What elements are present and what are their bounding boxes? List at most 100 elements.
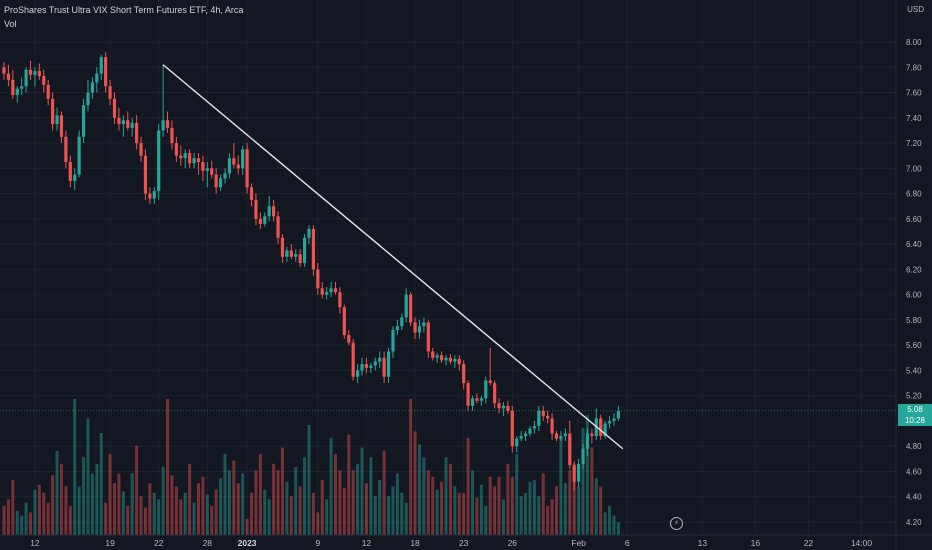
candle-body: [325, 292, 329, 295]
time-tick-label: 19: [105, 538, 115, 548]
volume-bar: [59, 463, 63, 535]
candle-body: [316, 269, 320, 289]
volume-bar: [528, 481, 532, 535]
volume-bar: [201, 476, 205, 535]
time-tick-label: 14:00: [851, 538, 873, 548]
candle-body: [135, 122, 139, 144]
candle-body: [90, 82, 94, 93]
candle-body: [581, 448, 585, 464]
volume-bar: [82, 457, 86, 535]
candle-body: [130, 122, 134, 128]
volume-bar: [236, 483, 240, 535]
volume-bar: [55, 450, 59, 535]
volume-bar: [95, 463, 99, 535]
price-tick-label: 7.20: [906, 139, 922, 148]
volume-bar: [356, 463, 360, 535]
volume-bar: [183, 492, 187, 535]
volume-bar: [99, 433, 103, 535]
price-tick-label: 6.20: [906, 265, 922, 274]
candle-body: [497, 403, 501, 409]
candle-body: [280, 237, 285, 257]
volume-bar: [11, 479, 15, 535]
candle-body: [320, 288, 324, 295]
volume-bar: [568, 470, 572, 535]
time-tick-label: 16: [751, 538, 761, 548]
candle-body: [64, 136, 68, 162]
volume-bar: [493, 486, 497, 535]
candle-body: [258, 218, 262, 224]
volume-bar: [90, 473, 94, 535]
candle-body: [364, 364, 369, 368]
candle-body: [236, 164, 240, 169]
candle-body: [528, 428, 532, 434]
volume-bar: [360, 447, 364, 535]
volume-bar: [33, 489, 37, 535]
candle-body: [333, 288, 338, 293]
candle-body: [457, 359, 461, 365]
volume-bar: [501, 499, 505, 535]
volume-bar: [245, 518, 249, 535]
candle-body: [537, 410, 541, 426]
volume-bar: [329, 437, 333, 535]
candle-body: [24, 69, 28, 87]
volume-bar: [276, 470, 280, 535]
volume-bar: [338, 470, 342, 535]
candle-body: [590, 433, 594, 437]
volume-bar: [382, 450, 386, 535]
symbol-title[interactable]: ProShares Trust Ultra VIX Short Term Fut…: [4, 5, 244, 15]
candle-body: [170, 127, 174, 144]
volume-bar: [334, 454, 337, 535]
volume-bar: [448, 463, 452, 535]
volume-bar: [280, 447, 284, 535]
candle-body: [117, 117, 121, 125]
candle-body: [453, 359, 457, 362]
price-tick-label: 8.00: [906, 38, 922, 47]
candle-body: [2, 67, 6, 74]
volume-bar: [431, 476, 435, 535]
volume-bar: [121, 491, 125, 535]
candle-body: [599, 418, 603, 437]
replay-bolt-icon[interactable]: ⚡: [670, 517, 683, 530]
volume-bar: [46, 502, 50, 535]
time-tick-label: 18: [410, 538, 420, 548]
volume-bar: [426, 470, 430, 535]
candle-body: [289, 250, 293, 257]
candle-body: [267, 206, 271, 217]
candle-body: [139, 143, 143, 156]
volume-bar: [320, 479, 324, 535]
candle-body: [196, 158, 201, 162]
volume-bar: [170, 475, 174, 535]
volume-bar: [373, 496, 377, 535]
volume-bar: [196, 483, 200, 535]
price-tick-label: 5.60: [906, 341, 922, 350]
volume-bar: [15, 510, 19, 535]
candle-body: [205, 168, 209, 171]
volume-bar: [250, 492, 254, 535]
volume-bar: [488, 476, 492, 535]
volume-bar: [166, 399, 170, 535]
time-tick-label: 26: [508, 538, 518, 548]
candle-body: [572, 465, 576, 482]
candle-body: [360, 364, 364, 371]
volume-bar: [307, 424, 311, 535]
candle-body: [435, 355, 439, 358]
candle-body: [470, 398, 475, 406]
last-price-tag: 5.08 10:28: [898, 404, 932, 426]
bar-countdown: 10:28: [904, 416, 926, 425]
volume-bar: [135, 445, 139, 535]
volume-bar: [462, 492, 466, 535]
price-tick-label: 7.60: [906, 89, 922, 98]
volume-bar: [311, 492, 315, 535]
volume-bar: [37, 484, 41, 535]
candle-body: [59, 115, 64, 137]
candle-body: [550, 418, 554, 434]
candle-body: [302, 237, 307, 264]
volume-bar: [347, 434, 351, 535]
volume-bar: [369, 457, 373, 535]
volume-bar: [510, 476, 514, 535]
volume-bar: [51, 475, 55, 535]
volume-indicator-label[interactable]: Vol: [4, 19, 17, 29]
volume-bar: [519, 496, 523, 535]
volume-bar: [466, 437, 470, 535]
